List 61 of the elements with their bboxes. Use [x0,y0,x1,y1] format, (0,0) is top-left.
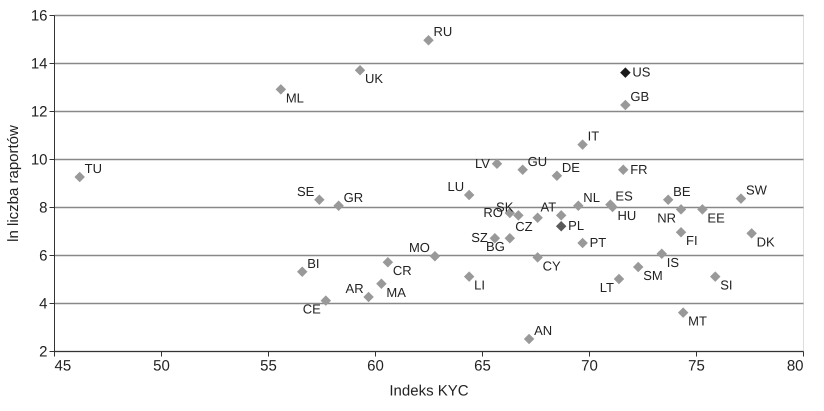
annotation: AR [346,281,364,296]
annotation: HU [618,208,636,223]
annotation: MA [386,284,406,300]
annotation: LU [448,179,464,194]
annotation: EE [707,210,726,226]
annotation: BI [307,256,320,271]
annotation: TU [84,161,102,176]
annotation: GB [630,89,650,104]
y-tick-label: 12 [30,104,48,120]
annotation: GU [528,154,548,169]
annotation: MO [408,240,430,256]
annotation: CY [542,258,562,274]
y-tick-label: 2 [39,344,48,360]
annotation: SW [746,182,768,198]
annotation: IT [588,128,600,144]
x-tick-label: 75 [688,358,705,374]
annotation: PL [568,218,584,234]
annotation: GR [344,190,364,205]
x-tick-label: 55 [260,358,277,374]
annotation: MT [688,314,707,329]
annotation: PT [590,235,606,250]
y-tick-label: 4 [39,296,48,312]
y-tick-label: 16 [30,8,48,24]
annotation: FR [630,162,648,177]
annotation: CR [392,263,412,278]
y-tick-label: 10 [30,152,48,168]
annotation: ML [286,90,304,106]
x-tick-label: 45 [54,358,72,374]
annotation: DE [562,160,580,175]
annotation: AT [540,199,556,214]
annotation: SM [643,268,663,283]
x-tick-label: 50 [153,358,170,374]
annotation: NR [657,210,676,226]
annotation: BE [673,184,691,199]
annotation: LV [475,156,490,171]
y-tick-label: 6 [39,248,48,264]
x-tick-label: 60 [367,358,384,374]
annotation: SZ [471,230,488,246]
y-tick-label: 14 [30,56,48,72]
x-tick-label: 65 [474,358,491,374]
annotation: AN [534,323,552,338]
annotation: LI [474,278,486,293]
annotation: DK [756,234,776,250]
annotation: SI [720,278,733,293]
y-axis-title: ln liczba raportów [4,124,22,242]
x-axis-title: Indeks KYC [389,382,469,400]
annotation: UK [365,71,384,86]
annotation: FI [686,233,698,248]
annotation: SE [297,184,315,199]
annotation: BG [486,239,505,254]
annotation: RU [434,24,452,40]
x-tick-label: 70 [581,358,598,374]
y-tick-label: 8 [39,200,48,216]
annotation: ES [615,188,634,204]
x-tick-label: 80 [786,358,804,374]
annotation: US [632,64,651,80]
annotation: NL [583,190,600,205]
annotation: IS [666,254,680,270]
annotation: CE [302,302,322,317]
annotation: CZ [515,218,533,234]
annotation: LT [600,280,614,295]
